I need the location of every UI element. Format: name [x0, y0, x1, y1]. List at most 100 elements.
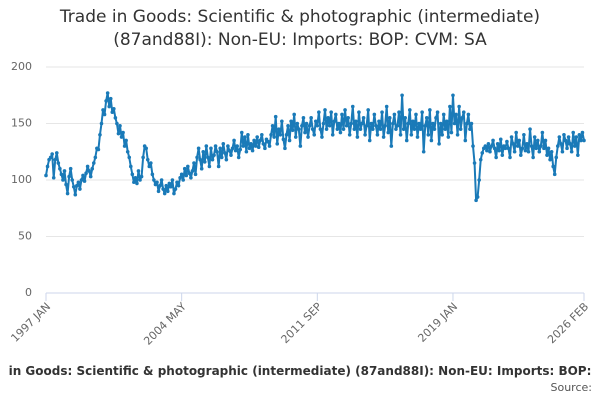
point — [455, 133, 460, 137]
point — [532, 135, 537, 139]
point — [287, 138, 292, 143]
point — [349, 121, 354, 126]
point — [218, 146, 222, 151]
point — [477, 178, 481, 182]
point — [306, 135, 310, 139]
point — [107, 104, 112, 109]
point — [195, 155, 199, 160]
point — [562, 133, 566, 137]
point — [397, 110, 401, 114]
point — [207, 164, 212, 169]
point — [412, 127, 417, 131]
point — [190, 169, 195, 173]
point — [347, 133, 352, 137]
point — [241, 144, 246, 148]
point — [68, 166, 73, 171]
point — [428, 108, 432, 112]
point — [206, 155, 210, 160]
point — [110, 110, 115, 114]
point — [489, 144, 494, 148]
point — [85, 164, 90, 169]
point — [156, 189, 161, 194]
point — [230, 146, 235, 151]
point — [121, 130, 125, 135]
point — [124, 138, 128, 143]
point — [529, 144, 534, 148]
point — [82, 179, 87, 183]
y-tick-label: 150 — [11, 117, 32, 130]
point — [431, 121, 435, 126]
point — [243, 135, 247, 139]
point — [213, 144, 218, 148]
point — [193, 172, 198, 177]
point — [162, 191, 167, 196]
point — [56, 161, 61, 165]
point — [518, 153, 523, 157]
point — [409, 133, 414, 137]
point — [182, 166, 187, 171]
point — [554, 155, 559, 160]
point — [485, 148, 489, 153]
point — [199, 166, 204, 171]
point — [155, 180, 159, 185]
point — [90, 166, 95, 171]
point — [335, 127, 340, 131]
point — [276, 127, 281, 131]
point — [150, 172, 155, 177]
point — [371, 127, 375, 131]
point — [394, 127, 398, 131]
point — [50, 152, 54, 156]
point — [201, 149, 206, 154]
point — [175, 180, 179, 185]
point — [475, 195, 480, 199]
point — [226, 144, 230, 148]
point — [449, 130, 454, 135]
point — [119, 135, 124, 139]
point — [423, 123, 428, 128]
y-tick-label: 200 — [11, 60, 32, 73]
point — [403, 116, 407, 120]
point — [563, 138, 568, 143]
point — [292, 112, 296, 117]
point — [474, 198, 478, 203]
point — [227, 148, 232, 153]
point — [505, 139, 509, 144]
point — [116, 131, 121, 136]
y-tick-label: 100 — [11, 173, 32, 186]
point — [451, 93, 455, 98]
point — [152, 178, 156, 182]
point — [62, 169, 67, 173]
point — [48, 155, 53, 160]
point — [113, 116, 118, 120]
point — [514, 130, 518, 135]
point — [414, 112, 418, 117]
point — [492, 146, 497, 151]
point — [136, 169, 141, 173]
point — [290, 128, 295, 133]
point — [59, 172, 64, 177]
point — [252, 138, 256, 143]
point — [263, 146, 267, 151]
point — [323, 108, 327, 112]
point — [115, 121, 119, 126]
point — [438, 121, 443, 126]
point — [565, 146, 569, 151]
point — [389, 144, 394, 148]
point — [270, 123, 275, 128]
point — [178, 175, 182, 180]
point — [460, 116, 465, 120]
point — [560, 149, 565, 154]
point — [539, 144, 543, 148]
x-tick-label: 1997 JAN — [8, 300, 53, 345]
point — [91, 161, 96, 165]
point — [384, 104, 389, 109]
point — [78, 187, 82, 191]
point — [253, 144, 258, 148]
point — [417, 121, 421, 126]
point — [159, 178, 164, 182]
point — [221, 142, 226, 146]
point — [266, 139, 270, 144]
point — [141, 155, 145, 160]
point — [202, 160, 207, 164]
point — [486, 142, 491, 146]
